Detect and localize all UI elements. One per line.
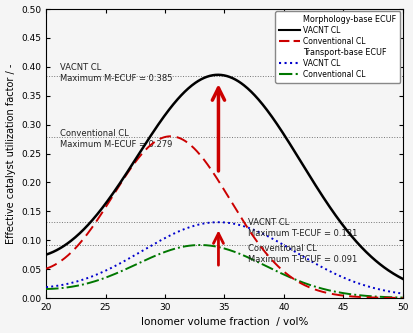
X-axis label: Ionomer volume fraction  / vol%: Ionomer volume fraction / vol%	[140, 317, 307, 327]
Y-axis label: Effective catalyst utilization factor / -: Effective catalyst utilization factor / …	[5, 63, 16, 244]
Text: VACNT CL
Maximum T-ECUF = 0.131: VACNT CL Maximum T-ECUF = 0.131	[247, 218, 357, 238]
Legend: Morphology-base ECUF, VACNT CL, Conventional CL, Transport-base ECUF, VACNT CL, : Morphology-base ECUF, VACNT CL, Conventi…	[275, 11, 399, 83]
Text: Conventional CL
Maximum M-ECUF = 0.279: Conventional CL Maximum M-ECUF = 0.279	[60, 129, 172, 149]
Text: Conventional CL
Maximum T-ECUF = 0.091: Conventional CL Maximum T-ECUF = 0.091	[247, 244, 356, 264]
Text: VACNT CL
Maximum M-ECUF = 0.385: VACNT CL Maximum M-ECUF = 0.385	[60, 63, 173, 83]
